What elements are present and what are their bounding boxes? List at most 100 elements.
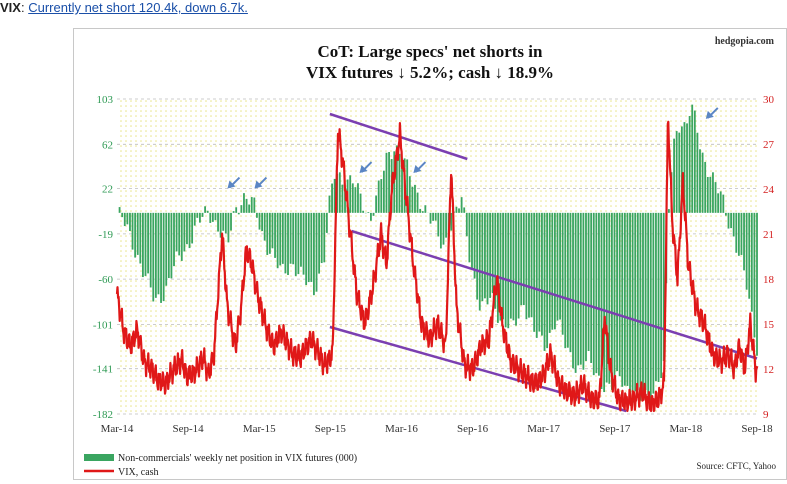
- net-position-bar: [321, 213, 323, 263]
- net-position-bar: [342, 185, 344, 213]
- net-position-bar: [505, 213, 507, 327]
- net-position-bar: [163, 213, 165, 301]
- vix-cot-chart: hedgopia.com CoT: Large specs' net short…: [74, 29, 786, 479]
- source-note: Source: CFTC, Yahoo: [696, 461, 776, 471]
- net-position-bar: [590, 213, 592, 363]
- net-position-bar: [694, 111, 696, 213]
- net-position-bar: [150, 213, 152, 288]
- net-position-bar: [730, 213, 732, 228]
- net-position-bar: [741, 213, 743, 255]
- right-tick-label: 9: [763, 409, 769, 421]
- net-position-bar: [202, 213, 204, 217]
- net-position-bar: [520, 213, 522, 305]
- net-position-bar: [709, 177, 711, 213]
- net-position-bar: [233, 211, 235, 213]
- net-position-bar: [557, 213, 559, 321]
- net-position-bar: [466, 213, 468, 236]
- legend-bars-swatch: [84, 454, 114, 461]
- caption: VIX: Currently net short 120.4k, down 6.…: [0, 0, 248, 15]
- legend-bars-label: Non-commercials' weekly net position in …: [118, 453, 357, 464]
- legend-line-label: VIX, cash: [118, 467, 159, 478]
- net-position-bar: [528, 213, 530, 318]
- net-position-bar: [595, 213, 597, 373]
- net-position-bar: [352, 183, 354, 212]
- net-position-bar: [468, 213, 470, 262]
- net-position-bar: [673, 139, 675, 213]
- net-position-bar: [285, 213, 287, 274]
- net-position-bar: [373, 213, 375, 216]
- net-position-bar: [204, 206, 206, 213]
- net-position-bar: [238, 213, 240, 214]
- net-position-bar: [481, 213, 483, 301]
- net-position-bar: [261, 213, 263, 231]
- net-position-bar: [370, 213, 372, 221]
- net-position-bar: [748, 213, 750, 299]
- net-position-bar: [326, 213, 328, 233]
- net-position-bar: [354, 187, 356, 213]
- caption-link[interactable]: Currently net short 120.4k, down 6.7k.: [28, 0, 248, 15]
- net-position-bar: [318, 213, 320, 274]
- net-position-bar: [417, 193, 419, 213]
- net-position-bar: [430, 213, 432, 224]
- left-tick-label: -141: [93, 364, 113, 376]
- net-position-bar: [253, 198, 255, 213]
- net-position-bar: [145, 213, 147, 276]
- net-position-bar: [614, 213, 616, 382]
- net-position-bar: [246, 199, 248, 213]
- net-position-bar: [215, 213, 217, 220]
- net-position-bar: [489, 213, 491, 298]
- net-position-bar: [629, 213, 631, 399]
- right-tick-label: 30: [763, 94, 775, 106]
- net-position-bar: [292, 213, 294, 264]
- net-position-bar: [492, 213, 494, 293]
- net-position-bar: [738, 213, 740, 256]
- net-position-bar: [235, 207, 237, 213]
- net-position-bar: [458, 208, 460, 212]
- net-position-bar: [277, 213, 279, 268]
- net-position-bar: [678, 133, 680, 213]
- net-position-bar: [580, 213, 582, 365]
- x-tick-label: Mar-15: [243, 423, 276, 435]
- net-position-bar: [230, 213, 232, 231]
- net-position-bar: [510, 213, 512, 319]
- net-position-bar: [642, 213, 644, 400]
- x-tick-label: Mar-14: [101, 423, 134, 435]
- net-position-bar: [544, 213, 546, 351]
- net-position-bar: [160, 213, 162, 303]
- net-position-bar: [621, 213, 623, 387]
- net-position-bar: [559, 213, 561, 320]
- net-position-bar: [411, 187, 413, 213]
- net-position-bar: [189, 213, 191, 248]
- net-position-bar: [704, 162, 706, 213]
- net-position-bar: [577, 213, 579, 366]
- net-position-bar: [639, 213, 641, 401]
- net-position-bar: [349, 175, 351, 213]
- net-position-bar: [575, 213, 577, 373]
- net-position-bar: [171, 213, 173, 279]
- net-position-bar: [375, 195, 377, 212]
- net-position-bar: [132, 213, 134, 250]
- net-position-bar: [484, 213, 486, 298]
- net-position-bar: [658, 213, 660, 382]
- net-position-bar: [399, 154, 401, 213]
- net-position-bar: [173, 213, 175, 266]
- net-position-bar: [383, 171, 385, 213]
- net-position-bar: [567, 213, 569, 348]
- net-position-bar: [137, 213, 139, 255]
- net-position-bar: [121, 213, 123, 217]
- net-position-bar: [538, 213, 540, 332]
- net-position-bar: [572, 213, 574, 368]
- net-position-bar: [290, 213, 292, 264]
- left-tick-label: -60: [98, 274, 113, 286]
- net-position-bar: [541, 213, 543, 336]
- net-position-bar: [531, 213, 533, 317]
- net-position-bar: [691, 105, 693, 213]
- watermark: hedgopia.com: [715, 36, 775, 47]
- right-tick-label: 15: [763, 319, 775, 331]
- net-position-bar: [562, 213, 564, 335]
- net-position-bar: [655, 213, 657, 381]
- net-position-bar: [191, 213, 193, 244]
- net-position-bar: [316, 213, 318, 292]
- net-position-bar: [422, 211, 424, 213]
